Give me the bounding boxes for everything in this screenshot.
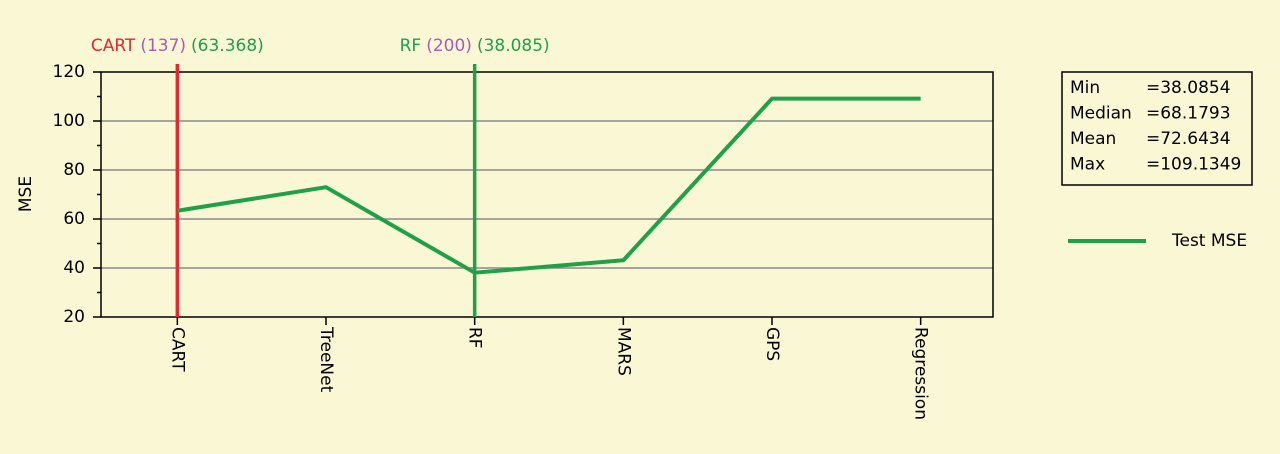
marker-count: (137) bbox=[140, 36, 186, 56]
x-tick-label: Regression bbox=[911, 327, 931, 420]
x-tick-label: RF bbox=[465, 327, 485, 349]
x-tick-label: TreeNet bbox=[316, 326, 336, 393]
x-tick-label: MARS bbox=[613, 327, 633, 376]
marker-count: (200) bbox=[426, 36, 472, 56]
y-tick-label: 60 bbox=[63, 209, 85, 229]
legend-label: Test MSE bbox=[1171, 231, 1247, 251]
marker-value: (63.368) bbox=[191, 36, 264, 56]
y-tick-label: 120 bbox=[53, 62, 85, 82]
marker-name: CART bbox=[91, 36, 136, 56]
plot-frame bbox=[100, 71, 994, 318]
x-tick-label: GPS bbox=[762, 327, 782, 361]
y-tick-label: 80 bbox=[63, 160, 85, 180]
marker-value: (38.085) bbox=[477, 36, 550, 56]
marker-label: RF (200) (38.085) bbox=[400, 36, 550, 56]
stat-value: =109.1349 bbox=[1146, 155, 1241, 175]
series-line bbox=[177, 96, 921, 275]
y-tick-label: 40 bbox=[63, 258, 85, 278]
y-axis-label: MSE bbox=[16, 176, 36, 212]
stat-name: Median bbox=[1070, 104, 1132, 124]
stat-value: =68.1793 bbox=[1146, 104, 1231, 124]
y-tick-label: 20 bbox=[63, 307, 85, 327]
stat-name: Mean bbox=[1070, 129, 1116, 149]
stat-name: Max bbox=[1070, 155, 1105, 175]
marker-label: CART (137) (63.368) bbox=[91, 36, 264, 56]
stat-value: =72.6434 bbox=[1146, 129, 1231, 149]
x-tick-label: CART bbox=[167, 327, 187, 372]
marker-name: RF bbox=[400, 36, 422, 56]
stat-value: =38.0854 bbox=[1146, 78, 1231, 98]
stats-box bbox=[1061, 71, 1253, 186]
y-tick-label: 100 bbox=[53, 111, 85, 131]
stat-name: Min bbox=[1070, 78, 1100, 98]
